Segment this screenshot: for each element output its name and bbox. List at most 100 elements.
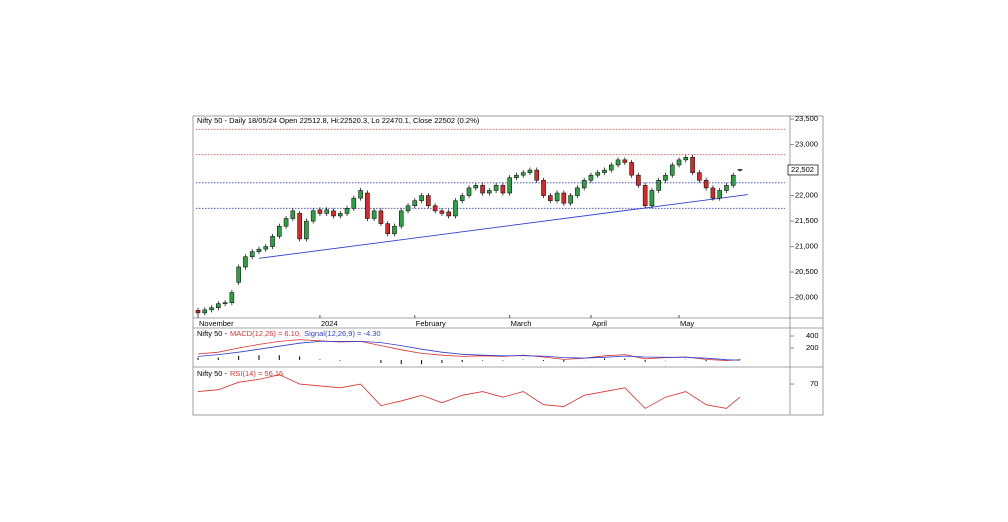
candle-body: [195, 310, 201, 314]
candle-body: [527, 169, 533, 173]
candle-body: [595, 172, 601, 176]
candle-body: [209, 307, 214, 311]
candle-body: [656, 180, 661, 191]
y-tick-label: 70: [810, 379, 818, 388]
candle-body: [324, 209, 330, 214]
candle-body: [344, 208, 350, 214]
candle-body: [500, 185, 506, 194]
y-tick-label: 200: [806, 343, 819, 352]
candle-body: [520, 172, 526, 176]
candle-body: [459, 195, 465, 201]
candle-body: [310, 210, 316, 222]
candle-body: [629, 162, 634, 176]
candle-body: [216, 303, 221, 309]
candle-body: [683, 157, 689, 161]
candle-body: [602, 169, 607, 173]
candle-body: [724, 185, 729, 191]
candle-body: [277, 225, 282, 237]
candle-body: [405, 205, 411, 212]
candle-body: [243, 256, 248, 268]
candle-body: [575, 187, 580, 196]
candle-body: [622, 159, 628, 163]
candle-body: [398, 210, 404, 227]
candle-body: [568, 195, 573, 204]
panel-title: Nifty 50 -: [197, 369, 228, 378]
candle-body: [554, 192, 560, 201]
candle-body: [270, 236, 275, 247]
candle-body: [412, 200, 418, 207]
candle-body: [385, 223, 390, 235]
panel-title: MACD(12,26) = 6.10,: [230, 329, 301, 338]
candle-body: [507, 177, 512, 194]
x-tick-label: February: [416, 319, 446, 328]
candle-body: [548, 195, 553, 201]
candle-body: [615, 159, 621, 166]
candle-body: [202, 309, 208, 314]
y-tick-label: 23,500: [795, 114, 818, 123]
candle-body: [222, 302, 228, 304]
candle-body: [636, 174, 641, 186]
candle-body: [378, 210, 384, 224]
candle-body: [446, 211, 451, 217]
candle-body: [432, 205, 438, 212]
x-tick-label: May: [680, 319, 694, 328]
candle-body: [690, 157, 695, 173]
candle-body: [561, 192, 567, 204]
candle-body: [371, 210, 377, 219]
candle-body: [493, 185, 499, 191]
y-tick-label: 23,000: [795, 140, 818, 149]
y-tick-label: 21,500: [795, 216, 818, 225]
candle-body: [581, 180, 587, 189]
x-tick-label: 2024: [321, 319, 338, 328]
candle-body: [392, 225, 397, 235]
candle-body: [351, 197, 357, 209]
candle-body: [439, 210, 445, 214]
y-tick-label: 20,000: [795, 293, 818, 302]
candle-body: [426, 195, 431, 207]
candle-body: [358, 190, 363, 199]
candle-body: [663, 174, 668, 181]
candle-body: [703, 180, 709, 189]
candle-body: [514, 174, 519, 178]
candle-body: [466, 187, 472, 196]
candle-body: [717, 190, 722, 199]
x-tick-label: April: [592, 319, 607, 328]
candle-body: [419, 195, 424, 201]
candle-body: [473, 185, 479, 189]
candle-body: [534, 169, 540, 181]
candle-body: [710, 187, 716, 199]
series-line: [197, 341, 741, 361]
y-tick-label: 400: [806, 331, 819, 340]
candle-body: [480, 185, 485, 194]
candle-body: [290, 210, 296, 219]
candle-body: [249, 251, 255, 258]
candle-body: [236, 266, 241, 283]
trendline: [258, 194, 749, 259]
x-tick-label: November: [199, 319, 234, 328]
candle-body: [487, 190, 492, 194]
candle-body: [697, 172, 702, 181]
last-price-box: [787, 164, 819, 176]
chart-title: Nifty 50 - Daily 18/05/24 Open 22512.8, …: [197, 116, 480, 125]
candle-body: [337, 213, 343, 217]
panel-title: Nifty 50 -: [197, 329, 228, 338]
candle-body: [737, 169, 743, 171]
last-price-label: 22,502: [791, 165, 814, 174]
candle-body: [256, 248, 262, 252]
candle-body: [365, 192, 370, 219]
candle-body: [229, 292, 235, 303]
candle-body: [669, 164, 675, 176]
candle-body: [608, 164, 614, 171]
candle-body: [642, 185, 648, 207]
series-line: [197, 374, 741, 409]
candle-body: [730, 174, 736, 186]
y-tick-label: 20,500: [795, 267, 818, 276]
candle-body: [649, 190, 655, 207]
candle-body: [297, 213, 302, 240]
candle-body: [283, 218, 289, 227]
candle-body: [304, 220, 309, 240]
candle-body: [317, 209, 323, 214]
y-tick-label: 22,000: [795, 191, 818, 200]
